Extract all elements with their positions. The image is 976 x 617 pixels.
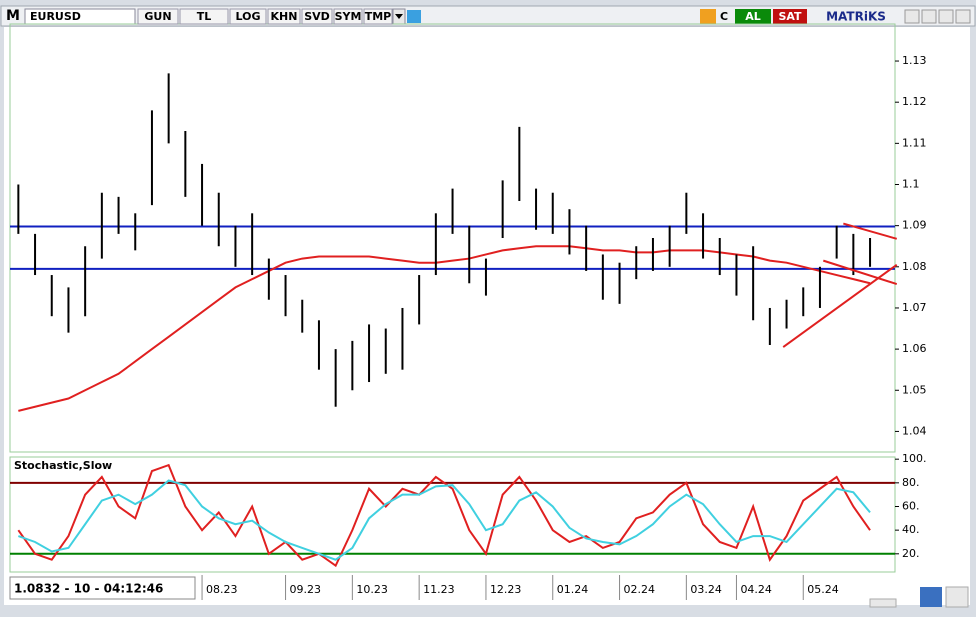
toolbar-button[interactable]	[363, 8, 393, 25]
x-tick-label: 09.23	[290, 583, 322, 596]
toolbar-button[interactable]	[179, 8, 229, 25]
y-tick-label: 1.08	[902, 260, 927, 273]
stoch-line	[18, 479, 871, 561]
settings-button[interactable]	[945, 586, 969, 608]
restore[interactable]	[921, 9, 937, 24]
stoch-frame	[9, 456, 896, 573]
y-tick-label: 1.09	[902, 219, 927, 232]
toolbar-button-label: LOG	[236, 10, 261, 23]
panel-title: Stochastic,Slow	[14, 459, 112, 472]
y-tick-label: 1.13	[902, 54, 927, 67]
x-tick-label: 04.24	[740, 583, 772, 596]
sell-button[interactable]	[773, 9, 807, 24]
toolbar-button-label: TMP	[365, 10, 392, 23]
flash-icon[interactable]	[700, 9, 716, 24]
toolbar-button-label: SVD	[304, 10, 330, 23]
x-tick-label: 03.24	[690, 583, 722, 596]
toolbar-button-label: SYM	[335, 10, 362, 23]
x-tick-label: 10.23	[356, 583, 388, 596]
y-tick-label: 1.06	[902, 342, 927, 355]
x-tick-label: 01.24	[557, 583, 589, 596]
buy-label: AL	[745, 10, 761, 23]
symbol: EURUSD	[30, 10, 81, 23]
status-box	[9, 576, 196, 600]
dropdown-arrow	[395, 14, 403, 19]
x-tick-label: 08.23	[206, 583, 238, 596]
toolbar-button-label: GUN	[144, 10, 171, 23]
y-tick-label: 100.	[902, 452, 927, 465]
x-tick-label: 11.23	[423, 583, 455, 596]
y-tick-label: 1.1	[902, 178, 920, 191]
twitter-icon[interactable]	[407, 10, 421, 23]
scrollbar[interactable]	[869, 598, 897, 608]
sync-button[interactable]	[920, 587, 942, 607]
y-tick-label: 1.04	[902, 424, 927, 437]
y-tick-label: 1.11	[902, 136, 927, 149]
x-tick-label: 12.23	[490, 583, 522, 596]
brand: MATRiKS	[826, 10, 886, 24]
chart-bg	[4, 27, 970, 605]
toolbar-button[interactable]	[137, 8, 179, 25]
status: 1.0832 - 10 - 04:12:46	[14, 582, 163, 596]
c-button[interactable]: C	[720, 10, 728, 23]
y-tick-label: 1.05	[902, 383, 927, 396]
toolbar-button-label: TL	[197, 10, 212, 23]
maximize[interactable]	[938, 9, 954, 24]
y-tick-label: 1.07	[902, 301, 927, 314]
x-tick-label: 05.24	[807, 583, 839, 596]
logo: M	[6, 8, 20, 24]
sell-label: SAT	[778, 10, 802, 23]
trend-line	[843, 222, 898, 240]
x-tick-label: 02.24	[624, 583, 656, 596]
toolbar-button[interactable]	[301, 8, 333, 25]
toolbar-button-label: KHN	[271, 10, 298, 23]
toolbar-button[interactable]	[267, 8, 301, 25]
trend-line	[822, 259, 898, 286]
close[interactable]	[955, 9, 971, 24]
buy-button[interactable]	[735, 9, 771, 24]
y-tick-label: 20.	[902, 547, 920, 560]
moving-average	[18, 245, 871, 412]
y-tick-label: 1.12	[902, 95, 927, 108]
minimize[interactable]	[904, 9, 920, 24]
stoch-line	[17, 463, 871, 568]
toolbar-button[interactable]	[229, 8, 267, 25]
toolbar-button[interactable]	[333, 8, 363, 25]
y-tick-label: 80.	[902, 476, 920, 489]
y-tick-label: 60.	[902, 499, 920, 512]
y-tick-label: 40.	[902, 523, 920, 536]
